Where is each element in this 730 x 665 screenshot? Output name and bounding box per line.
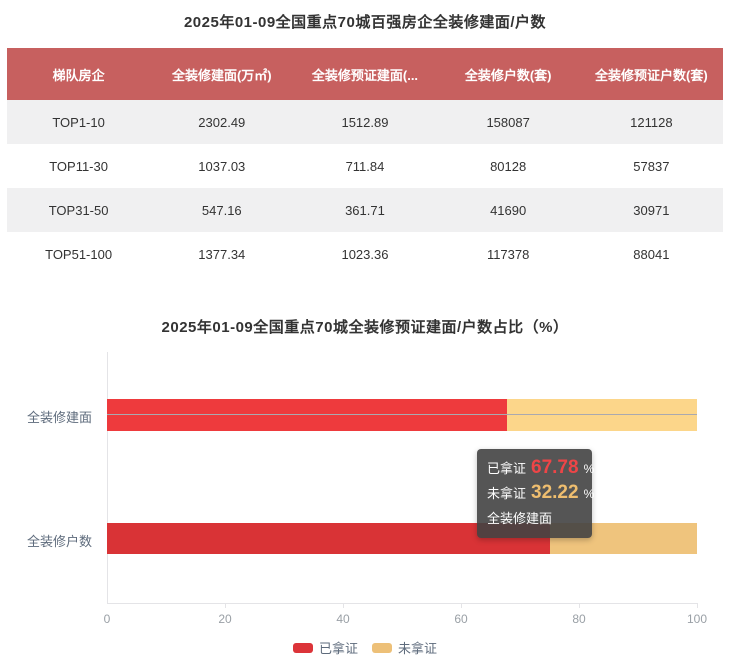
bar-segment-certified[interactable] bbox=[107, 399, 507, 431]
tooltip-label: 未拿证 bbox=[487, 486, 527, 501]
axis-tick bbox=[461, 603, 462, 608]
table-title: 2025年01-09全国重点70城百强房企全装修建面/户数 bbox=[183, 14, 547, 31]
table-row: TOP31-50 547.16 361.71 41690 30971 bbox=[7, 188, 723, 232]
chart-legend: 已拿证 未拿证 bbox=[0, 638, 730, 657]
cell-units: 117378 bbox=[486, 246, 530, 262]
cell-units: 80128 bbox=[490, 158, 527, 174]
table-row: TOP1-10 2302.49 1512.89 158087 121128 bbox=[7, 100, 723, 144]
tooltip-row-uncertified: 未拿证 32.22 % bbox=[487, 481, 594, 506]
cell-precert-units: 57837 bbox=[633, 158, 670, 174]
cell-units: 158087 bbox=[436, 100, 580, 144]
category-label-units: 全装修户数 bbox=[26, 534, 92, 549]
cell-area: 2302.49 bbox=[150, 100, 294, 144]
header-cell-tier: 梯队房企 bbox=[7, 48, 151, 100]
legend-label: 未拿证 bbox=[398, 641, 438, 656]
header-cell-precert-units: 全装修预证户数(套) bbox=[579, 48, 723, 100]
x-tick-label: 60 bbox=[454, 612, 468, 626]
cell-area: 1037.03 bbox=[198, 158, 246, 174]
axis-tick bbox=[343, 603, 344, 608]
cell-precert-area: 1512.89 bbox=[293, 100, 437, 144]
cell-precert-area: 711.84 bbox=[345, 158, 385, 174]
x-tick-label: 0 bbox=[103, 612, 111, 626]
axis-tick bbox=[697, 603, 698, 608]
header-cell-precert-area: 全装修预证建面(... bbox=[293, 48, 437, 100]
bar-units bbox=[107, 523, 697, 554]
table-row: TOP11-30 1037.03 711.84 80128 57837 bbox=[7, 144, 723, 188]
cell-tier: TOP11-30 bbox=[49, 158, 108, 174]
x-tick-label: 40 bbox=[336, 612, 350, 626]
cell-tier: TOP31-50 bbox=[7, 188, 151, 232]
header-cell-area: 全装修建面(万㎡) bbox=[150, 48, 294, 100]
chart-tooltip: 已拿证 67.78 % 未拿证 32.22 % 全装修建面 bbox=[477, 449, 594, 538]
tooltip-series-name: 全装修建面 bbox=[487, 511, 553, 526]
tooltip-row-certified: 已拿证 67.78 % bbox=[487, 456, 594, 481]
cell-precert-area: 1023.36 bbox=[341, 246, 389, 262]
cell-precert-area: 361.71 bbox=[293, 188, 437, 232]
chart-title: 2025年01-09全国重点70城全装修预证建面/户数占比（%） bbox=[161, 319, 569, 336]
cell-area: 1377.34 bbox=[198, 246, 246, 262]
bar-area bbox=[107, 399, 697, 431]
cell-area: 547.16 bbox=[150, 188, 294, 232]
certified-legend-swatch-icon bbox=[292, 642, 313, 653]
x-tick-label: 20 bbox=[218, 612, 232, 626]
header-cell-units: 全装修户数(套) bbox=[436, 48, 580, 100]
tooltip-label: 已拿证 bbox=[487, 461, 527, 476]
uncertified-legend-swatch-icon bbox=[372, 642, 392, 653]
legend-label: 已拿证 bbox=[318, 641, 358, 656]
bar-segment-uncertified[interactable] bbox=[506, 399, 697, 431]
legend-item-uncertified[interactable]: 未拿证 bbox=[372, 638, 437, 657]
tooltip-value: 67.78 bbox=[531, 457, 579, 478]
category-label-area: 全装修建面 bbox=[26, 410, 92, 425]
cell-tier: TOP51-100 bbox=[45, 246, 113, 262]
cell-tier: TOP1-10 bbox=[7, 100, 151, 144]
cell-units: 41690 bbox=[436, 188, 580, 232]
bar-segment-certified[interactable] bbox=[107, 523, 550, 554]
axis-tick bbox=[579, 603, 580, 608]
legend-item-certified[interactable]: 已拿证 bbox=[292, 638, 358, 657]
tooltip-unit: % bbox=[583, 487, 595, 501]
cell-precert-units: 121128 bbox=[579, 100, 723, 144]
cell-precert-units: 88041 bbox=[633, 246, 670, 262]
tooltip-unit: % bbox=[583, 462, 595, 476]
tier-data-table: 梯队房企 全装修建面(万㎡) 全装修预证建面(... 全装修户数(套) 全装修预… bbox=[7, 48, 723, 276]
table-header-row: 梯队房企 全装修建面(万㎡) 全装修预证建面(... 全装修户数(套) 全装修预… bbox=[7, 48, 723, 100]
tooltip-value: 32.22 bbox=[531, 482, 579, 503]
cell-precert-units: 30971 bbox=[579, 188, 723, 232]
x-tick-label: 80 bbox=[572, 612, 586, 626]
axis-tick bbox=[225, 603, 226, 608]
category-axis-line bbox=[107, 352, 108, 603]
table-row: TOP51-100 1377.34 1023.36 117378 88041 bbox=[7, 232, 723, 276]
stacked-bar-chart: 全装修建面 全装修户数 0 20 40 60 80 100 已拿证 bbox=[0, 345, 730, 665]
value-axis-line bbox=[107, 603, 698, 604]
axis-pointer-line bbox=[107, 414, 697, 415]
x-tick-label: 100 bbox=[686, 612, 708, 626]
